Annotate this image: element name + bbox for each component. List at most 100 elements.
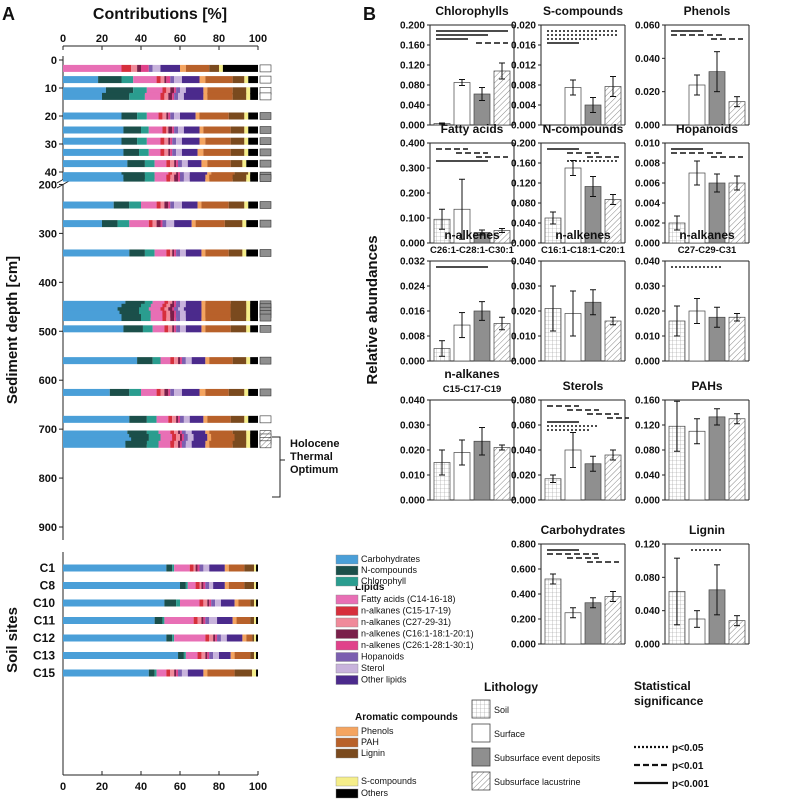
subchart-title: Chlorophylls	[435, 4, 509, 18]
depth-tick-label: 600	[39, 375, 57, 387]
stack-segment	[248, 201, 258, 209]
stack-segment	[170, 137, 173, 145]
stack-segment	[170, 112, 175, 120]
depth-tick-label: 400	[39, 277, 57, 289]
depth-tick-label: 200	[39, 179, 57, 191]
stack-segment	[254, 582, 257, 589]
stack-segment	[156, 669, 167, 677]
stack-segment	[250, 652, 255, 659]
lithology-label: Subsurface lacustrine	[494, 777, 581, 787]
stack-segment	[250, 174, 258, 182]
stack-segment	[203, 415, 208, 423]
stack-segment	[131, 64, 138, 72]
sediment-row	[63, 174, 258, 182]
legend-label: Lignin	[361, 748, 385, 758]
lithology-marker	[259, 174, 272, 182]
stack-segment	[174, 92, 179, 100]
subchart-y-tick-label: 0.020	[635, 307, 660, 318]
stack-segment	[201, 201, 229, 209]
stack-segment	[63, 388, 110, 396]
stack-segment	[172, 137, 177, 145]
stack-segment	[174, 249, 177, 257]
stack-segment	[156, 201, 161, 209]
stack-segment	[63, 582, 180, 589]
stack-segment	[144, 249, 155, 257]
legend-label: Hopanoids	[361, 652, 405, 662]
sediment-row	[63, 87, 258, 95]
stack-segment	[154, 174, 167, 182]
stack-segment	[205, 388, 229, 396]
stack-segment	[174, 325, 177, 333]
stack-segment	[180, 582, 186, 589]
subchart-y-tick-label: 0.000	[400, 121, 425, 132]
stack-segment	[170, 669, 175, 677]
stack-segment	[170, 440, 175, 448]
stack-segment	[133, 76, 157, 84]
soil-row	[63, 669, 258, 677]
stack-segment	[217, 617, 233, 624]
sediment-row	[63, 76, 258, 84]
subchart-y-tick-label: 0.080	[635, 573, 660, 584]
stack-segment	[234, 669, 253, 677]
stack-segment	[207, 669, 235, 677]
stack-segment	[197, 201, 202, 209]
stack-segment	[232, 174, 247, 182]
soil-row	[63, 617, 258, 624]
lithology-label: Surface	[494, 729, 525, 739]
depth-tick-label: 800	[39, 473, 57, 485]
stack-segment	[232, 87, 247, 95]
panel-b-label: B	[363, 4, 376, 24]
stack-segment	[246, 92, 251, 100]
stack-segment	[256, 652, 258, 659]
stack-segment	[168, 137, 171, 145]
stack-segment	[168, 126, 173, 134]
stack-segment	[178, 669, 182, 677]
stack-segment	[250, 87, 258, 95]
stack-segment	[254, 564, 257, 572]
stack-segment	[185, 64, 210, 72]
stack-segment	[146, 112, 159, 120]
stack-segment	[150, 314, 163, 322]
stack-segment	[250, 325, 258, 333]
stack-segment	[123, 148, 140, 156]
stack-segment	[209, 617, 218, 624]
stack-segment	[232, 76, 245, 84]
stack-segment	[154, 669, 157, 677]
stack-segment	[160, 76, 165, 84]
stat-label: p<0.01	[672, 761, 704, 772]
stack-segment	[158, 440, 171, 448]
soil-row	[63, 582, 258, 589]
stack-segment	[256, 634, 258, 642]
sediment-bars	[63, 64, 272, 449]
soil-row	[63, 564, 258, 572]
stack-segment	[181, 137, 200, 145]
stack-segment	[232, 92, 247, 100]
stack-segment	[201, 617, 204, 624]
sediment-row	[63, 249, 258, 257]
stack-segment	[256, 564, 258, 572]
stack-segment	[162, 112, 167, 120]
subchart-title: Sterols	[563, 379, 604, 393]
bar	[604, 320, 622, 362]
stack-segment	[230, 415, 245, 423]
stack-segment	[205, 174, 210, 182]
stack-segment	[63, 617, 155, 624]
stack-segment	[141, 64, 149, 72]
stack-segment	[168, 415, 173, 423]
stack-segment	[209, 564, 225, 572]
legend-label: Fatty acids (C14-16-18)	[361, 594, 456, 604]
stack-segment	[170, 148, 173, 156]
subchart-y-tick-label: 0.120	[511, 179, 536, 190]
stack-segment	[164, 599, 177, 607]
stack-segment	[209, 357, 233, 365]
stack-segment	[248, 148, 258, 156]
sediment-row	[63, 148, 258, 156]
stack-segment	[205, 76, 233, 84]
stack-segment	[121, 314, 141, 322]
stack-segment	[197, 148, 204, 156]
stack-segment	[154, 160, 167, 168]
stack-segment	[254, 634, 257, 642]
panel-a-label: A	[2, 4, 15, 24]
bar	[604, 596, 622, 645]
stack-segment	[209, 634, 214, 642]
